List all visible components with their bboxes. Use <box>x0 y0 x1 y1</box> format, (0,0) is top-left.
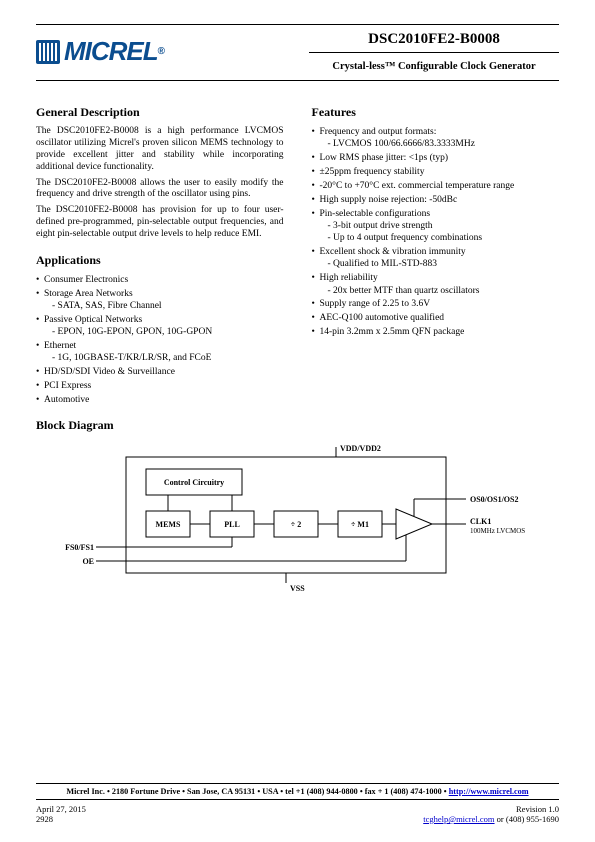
footer-email[interactable]: tcghelp@micrel.com <box>423 814 494 824</box>
list-item: Low RMS phase jitter: <1ps (typ) <box>312 152 560 164</box>
logo-text: MICREL <box>64 36 158 67</box>
footer-bar: Micrel Inc. • 2180 Fortune Drive • San J… <box>36 783 559 800</box>
general-p1: The DSC2010FE2-B0008 is a high performan… <box>36 126 284 174</box>
reg-icon: ® <box>158 46 164 57</box>
list-item: -20°C to +70°C ext. commercial temperatu… <box>312 180 560 192</box>
general-p3: The DSC2010FE2-B0008 has provision for u… <box>36 205 284 241</box>
list-item: AEC-Q100 automotive qualified <box>312 312 560 324</box>
lbl-oe: OE <box>82 557 94 566</box>
lbl-vdd: VDD/VDD2 <box>340 444 381 453</box>
list-subitem: 20x better MTF than quartz oscillators <box>328 285 560 297</box>
list-subitem: SATA, SAS, Fibre Channel <box>52 300 284 312</box>
list-item: Ethernet1G, 10GBASE-T/KR/LR/SR, and FCoE <box>36 340 284 365</box>
subtitle: Crystal-less™ Configurable Clock Generat… <box>309 61 559 72</box>
footer: Micrel Inc. • 2180 Fortune Drive • San J… <box>36 783 559 824</box>
list-item: Supply range of 2.25 to 3.6V <box>312 298 560 310</box>
list-item: Excellent shock & vibration immunityQual… <box>312 246 560 271</box>
left-column: General Description The DSC2010FE2-B0008… <box>36 99 284 408</box>
list-item: High supply noise rejection: -50dBc <box>312 194 560 206</box>
footer-left: April 27, 2015 2928 <box>36 804 86 824</box>
footer-code: 2928 <box>36 814 86 824</box>
lbl-ctrl: Control Circuitry <box>164 478 224 487</box>
lbl-fs: FS0/FS1 <box>65 543 94 552</box>
list-item: Pin-selectable configurations3-bit outpu… <box>312 208 560 245</box>
general-p2: The DSC2010FE2-B0008 allows the user to … <box>36 178 284 202</box>
applications-list: Consumer Electronics Storage Area Network… <box>36 274 284 406</box>
list-item: Passive Optical NetworksEPON, 10G-EPON, … <box>36 314 284 339</box>
lbl-clk: CLK1 <box>470 517 491 526</box>
list-item: ±25ppm frequency stability <box>312 166 560 178</box>
lbl-div2: ÷ 2 <box>291 520 301 529</box>
list-subitem: Up to 4 output frequency combinations <box>328 232 560 244</box>
list-item: Automotive <box>36 394 284 406</box>
list-subitem: EPON, 10G-EPON, GPON, 10G-GPON <box>52 326 284 338</box>
list-subitem: LVCMOS 100/66.6666/83.3333MHz <box>328 138 560 150</box>
list-subitem: Qualified to MIL-STD-883 <box>328 258 560 270</box>
applications-heading: Applications <box>36 253 284 268</box>
block-diagram-heading: Block Diagram <box>36 418 559 433</box>
footer-bar-text: Micrel Inc. • 2180 Fortune Drive • San J… <box>66 787 448 796</box>
lbl-clk-sub: 100MHz LVCMOS <box>470 527 525 535</box>
list-item: 14-pin 3.2mm x 2.5mm QFN package <box>312 326 560 338</box>
footer-phone: or (408) 955-1690 <box>495 814 559 824</box>
features-list: Frequency and output formats:LVCMOS 100/… <box>312 126 560 339</box>
logo-mark-icon <box>36 40 60 64</box>
lbl-vss: VSS <box>290 584 305 593</box>
header: MICREL® DSC2010FE2-B0008 Crystal-less™ C… <box>36 31 559 72</box>
top-rule <box>36 24 559 25</box>
list-item: Storage Area NetworksSATA, SAS, Fibre Ch… <box>36 288 284 313</box>
block-diagram: VDD/VDD2 Control Circuitry MEMS PLL ÷ 2 … <box>36 439 559 602</box>
list-item: PCI Express <box>36 380 284 392</box>
general-heading: General Description <box>36 105 284 120</box>
features-heading: Features <box>312 105 560 120</box>
list-subitem: 3-bit output drive strength <box>328 220 560 232</box>
lbl-divm1: ÷ M1 <box>351 520 369 529</box>
header-rule <box>36 80 559 81</box>
part-number: DSC2010FE2-B0008 <box>309 31 559 48</box>
list-subitem: 1G, 10GBASE-T/KR/LR/SR, and FCoE <box>52 352 284 364</box>
footer-date: April 27, 2015 <box>36 804 86 814</box>
logo: MICREL® <box>36 36 164 67</box>
footer-rev: Revision 1.0 <box>423 804 559 814</box>
list-item: High reliability20x better MTF than quar… <box>312 272 560 297</box>
list-item: Consumer Electronics <box>36 274 284 286</box>
lbl-os: OS0/OS1/OS2 <box>470 495 518 504</box>
lbl-mems: MEMS <box>156 520 181 529</box>
lbl-pll: PLL <box>224 520 240 529</box>
diagram-svg: VDD/VDD2 Control Circuitry MEMS PLL ÷ 2 … <box>36 439 556 599</box>
footer-link[interactable]: http://www.micrel.com <box>449 787 529 796</box>
footer-right: Revision 1.0 tcghelp@micrel.com or (408)… <box>423 804 559 824</box>
list-item: HD/SD/SDI Video & Surveillance <box>36 366 284 378</box>
title-block: DSC2010FE2-B0008 Crystal-less™ Configura… <box>309 31 559 72</box>
list-item: Frequency and output formats:LVCMOS 100/… <box>312 126 560 151</box>
right-column: Features Frequency and output formats:LV… <box>312 99 560 408</box>
